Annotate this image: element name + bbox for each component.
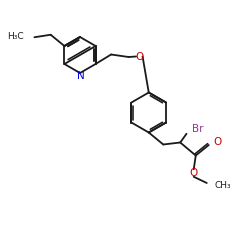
Text: H₃C: H₃C bbox=[7, 32, 24, 41]
Text: N: N bbox=[78, 71, 85, 81]
Text: O: O bbox=[213, 137, 222, 147]
Text: O: O bbox=[135, 52, 143, 62]
Text: CH₃: CH₃ bbox=[215, 180, 232, 190]
Text: Br: Br bbox=[192, 124, 203, 134]
Text: O: O bbox=[190, 168, 198, 177]
